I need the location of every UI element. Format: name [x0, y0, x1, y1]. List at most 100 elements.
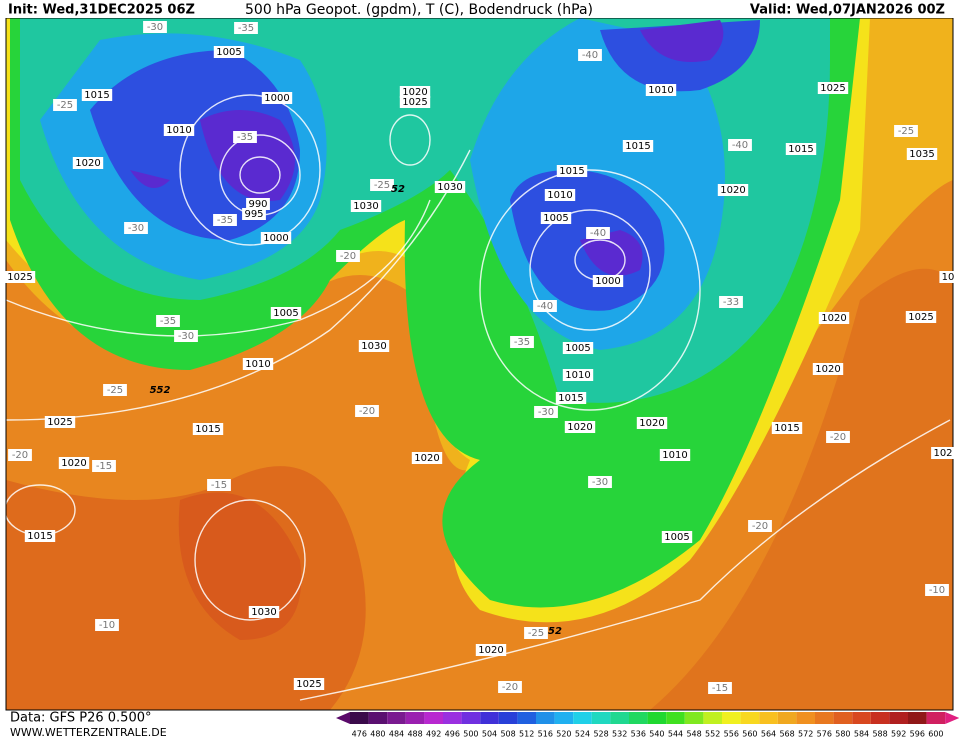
- isotherm-label: -15: [712, 683, 728, 694]
- isobar-label-bg: [399, 86, 431, 98]
- isobar-label-bg: [661, 531, 693, 543]
- isotherm-label: -30: [128, 223, 144, 234]
- legend-swatch: [759, 712, 778, 724]
- isobar-label: 1015: [788, 144, 813, 155]
- legend-label: 544: [668, 730, 683, 739]
- legend-label: 556: [724, 730, 739, 739]
- isotherm-label-bg: [234, 22, 258, 34]
- isotherm-label: -20: [502, 682, 518, 693]
- legend-swatch: [629, 712, 648, 724]
- isotherm-label: -35: [217, 215, 233, 226]
- isotherm-label: -25: [528, 628, 544, 639]
- isotherm-label-bg: [92, 460, 116, 472]
- isobar-label-bg: [411, 452, 443, 464]
- legend-arrow-left: [336, 712, 350, 724]
- isotherm-label: -10: [99, 620, 115, 631]
- legend-label: 572: [798, 730, 813, 739]
- isobar-label-bg: [562, 369, 594, 381]
- legend-swatch: [591, 712, 611, 724]
- isotherm-label: -25: [57, 100, 73, 111]
- isotherm-label-bg: [174, 330, 198, 342]
- isotherm-label-bg: [925, 584, 949, 596]
- isotherm-label: -40: [732, 140, 748, 151]
- isotherm-label: -25: [898, 126, 914, 137]
- isotherm-label-bg: [748, 520, 772, 532]
- isobar-label: 1025: [908, 312, 933, 323]
- isotherm-label-bg: [498, 681, 522, 693]
- legend-label: 584: [854, 730, 869, 739]
- isobar-label-bg: [540, 212, 572, 224]
- isobar-label-bg: [906, 148, 938, 160]
- isobar-label-bg: [818, 312, 850, 324]
- legend-label: 548: [686, 730, 701, 739]
- isobar-label-bg: [213, 46, 245, 58]
- isobar-label: 1020: [821, 313, 846, 324]
- legend-label: 508: [500, 730, 515, 739]
- isobar-label-bg: [812, 363, 844, 375]
- isobar-label-bg: [260, 232, 292, 244]
- isotherm-label-bg: [336, 250, 360, 262]
- isobar-label: 1015: [84, 90, 109, 101]
- isotherm-label: -20: [830, 432, 846, 443]
- isotherm-label: -30: [592, 477, 608, 488]
- isotherm-label: -35: [514, 337, 530, 348]
- isotherm-label-bg: [524, 627, 548, 639]
- legend-label: 576: [817, 730, 832, 739]
- isotherm-label: -40: [582, 50, 598, 61]
- isobar-label-bg: [544, 189, 576, 201]
- height-label: 552: [150, 385, 171, 396]
- legend-swatch: [610, 712, 629, 724]
- isobar-label: 1025: [47, 417, 72, 428]
- isobar-label-bg: [270, 307, 302, 319]
- isotherm-label-bg: [894, 125, 918, 137]
- legend-label: 568: [779, 730, 794, 739]
- isotherm-label: -15: [211, 480, 227, 491]
- legend-label: 564: [761, 730, 776, 739]
- legend-label: 496: [445, 730, 460, 739]
- isobar-label: 1005: [273, 308, 298, 319]
- isotherm-label-bg: [826, 431, 850, 443]
- legend-label: 520: [556, 730, 571, 739]
- legend-label: 580: [835, 730, 850, 739]
- isotherm-label-bg: [8, 449, 32, 461]
- legend-label: 476: [352, 730, 367, 739]
- legend-swatch: [666, 712, 685, 724]
- isobar-label-bg: [242, 358, 274, 370]
- isotherm-label-bg: [719, 296, 743, 308]
- isobar-label: 1020: [75, 158, 100, 169]
- isobar-label-bg: [475, 644, 507, 656]
- isobar-label: 1005: [565, 343, 590, 354]
- legend-label: 600: [928, 730, 943, 739]
- legend-label: 536: [631, 730, 646, 739]
- legend-swatch: [740, 712, 760, 724]
- isobar-label: 1020: [720, 185, 745, 196]
- isobar-label-bg: [434, 181, 466, 193]
- isotherm-label-bg: [588, 476, 612, 488]
- isotherm-label: -10: [929, 585, 945, 596]
- isobar-label: 1025: [820, 83, 845, 94]
- isotherm-label-bg: [103, 384, 127, 396]
- isotherm-label: -20: [752, 521, 768, 532]
- isobar-label: 995: [244, 209, 263, 220]
- isobar-label: 1015: [774, 423, 799, 434]
- isotherm-label: -35: [237, 132, 253, 143]
- color-legend: 476 480 484 488 492 496 500 504 508 512 516 520 524 5…: [336, 712, 959, 739]
- legend-swatch: [480, 712, 499, 724]
- isotherm-label-bg: [533, 300, 557, 312]
- legend-swatch: [554, 712, 574, 724]
- isobar-label: 1035: [909, 149, 934, 160]
- isobar-label: 1015: [558, 393, 583, 404]
- isobar-label-bg: [242, 208, 266, 220]
- legend-arrow-right: [945, 712, 959, 724]
- isobar-label: 1015: [27, 531, 52, 542]
- isotherm-label: -40: [537, 301, 553, 312]
- isobar-label: 1025: [7, 272, 32, 283]
- legend-swatch: [405, 712, 425, 724]
- isobar-label: 1010: [547, 190, 572, 201]
- legend-label: 488: [407, 730, 422, 739]
- legend-label: 552: [705, 730, 720, 739]
- isobar-label: 1000: [263, 233, 288, 244]
- isobar-label-bg: [592, 275, 624, 287]
- isotherm-label-bg: [53, 99, 77, 111]
